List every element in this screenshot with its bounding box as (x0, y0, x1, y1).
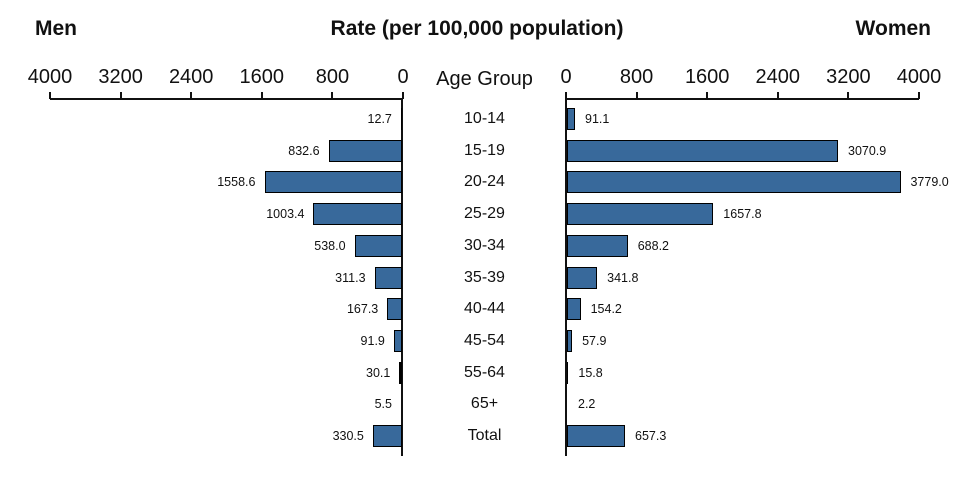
women-bar (567, 425, 625, 447)
women-value-label: 57.9 (582, 333, 607, 348)
right-axis-tick-label: 800 (619, 66, 654, 88)
women-bar (567, 203, 714, 226)
women-value-label: 3779.0 (910, 175, 949, 190)
right-axis-tick (776, 92, 779, 99)
men-bar (387, 298, 402, 321)
women-bar (567, 298, 581, 321)
age-group-label: 45-54 (464, 331, 505, 349)
age-group-label: 30-34 (464, 236, 505, 254)
left-axis-tick (260, 92, 263, 99)
right-axis-tick (706, 92, 709, 99)
men-value-label: 30.1 (366, 365, 391, 380)
women-value-label: 91.1 (585, 112, 610, 126)
men-value-label: 12.7 (367, 112, 392, 126)
left-axis-tick (402, 92, 404, 99)
women-bar (567, 139, 838, 162)
men-axis-line (50, 98, 403, 100)
men-value-label: 167.3 (346, 302, 379, 317)
women-bar (567, 171, 901, 194)
chart-title: Rate (per 100,000 population) (330, 17, 624, 40)
women-bar (567, 108, 575, 130)
right-axis-tick-label: 1600 (684, 66, 730, 88)
women-bar (567, 234, 628, 257)
age-group-label: 40-44 (464, 300, 505, 318)
left-axis-tick-label: 1600 (239, 66, 285, 88)
right-axis-tick-label: 3200 (826, 66, 871, 88)
women-value-label: 1657.8 (723, 207, 762, 222)
men-series-label: Men (35, 17, 77, 40)
women-value-label: 2.2 (578, 397, 596, 412)
left-axis-tick-label: 4000 (27, 66, 73, 88)
right-axis-tick (635, 92, 638, 99)
women-bar (567, 361, 569, 384)
men-value-label: 5.5 (374, 397, 392, 412)
left-axis-tick-label: 2400 (168, 66, 214, 88)
women-series-label: Women (855, 17, 931, 40)
men-value-label: 1003.4 (266, 207, 305, 222)
age-group-label: 65+ (470, 395, 499, 413)
men-bar (374, 266, 402, 289)
left-axis-tick (331, 92, 334, 99)
men-value-label: 330.5 (332, 429, 364, 443)
men-bar (400, 108, 402, 130)
women-value-label: 341.8 (607, 270, 639, 285)
age-group-label: 35-39 (464, 268, 505, 286)
women-axis-line (566, 98, 919, 100)
women-value-label: 3070.9 (848, 143, 887, 158)
men-bar (372, 425, 402, 447)
women-bar (567, 329, 573, 352)
women-value-label: 688.2 (637, 238, 669, 253)
men-value-label: 91.9 (360, 333, 385, 348)
age-group-label: 55-64 (464, 363, 505, 381)
women-value-label: 154.2 (590, 302, 622, 317)
age-group-label: 25-29 (464, 205, 505, 223)
right-axis-tick (918, 92, 920, 99)
left-axis-tick (190, 92, 193, 99)
right-axis-tick-label: 4000 (896, 66, 942, 88)
age-group-axis-title: Age Group (436, 68, 533, 90)
men-bar (399, 361, 402, 384)
women-bar (567, 266, 598, 289)
age-group-label: Total (467, 427, 502, 444)
left-axis-tick-label: 800 (315, 66, 350, 88)
men-bar (264, 171, 402, 194)
right-axis-tick-label: 2400 (755, 66, 801, 88)
left-axis-tick (119, 92, 122, 99)
left-axis-tick-label: 0 (397, 66, 409, 88)
men-value-label: 311.3 (335, 270, 366, 285)
age-group-label: 10-14 (464, 110, 505, 127)
men-value-label: 538.0 (314, 238, 346, 253)
age-group-label: 15-19 (464, 141, 505, 159)
right-axis-tick (847, 92, 850, 99)
men-bar (393, 329, 402, 352)
men-bar (313, 203, 402, 226)
right-axis-tick-label: 0 (560, 66, 572, 88)
age-group-label: 20-24 (464, 173, 505, 191)
women-value-label: 15.8 (578, 365, 603, 380)
women-value-label: 657.3 (635, 429, 667, 443)
left-axis-tick-label: 3200 (98, 66, 143, 88)
men-axis-baseline (401, 98, 403, 456)
men-value-label: 832.6 (288, 143, 320, 158)
men-bar (354, 234, 402, 257)
left-axis-tick (49, 92, 51, 99)
men-bar (328, 139, 402, 162)
right-axis-tick (565, 92, 567, 99)
men-value-label: 1558.6 (217, 175, 256, 190)
women-axis-baseline (565, 98, 567, 456)
